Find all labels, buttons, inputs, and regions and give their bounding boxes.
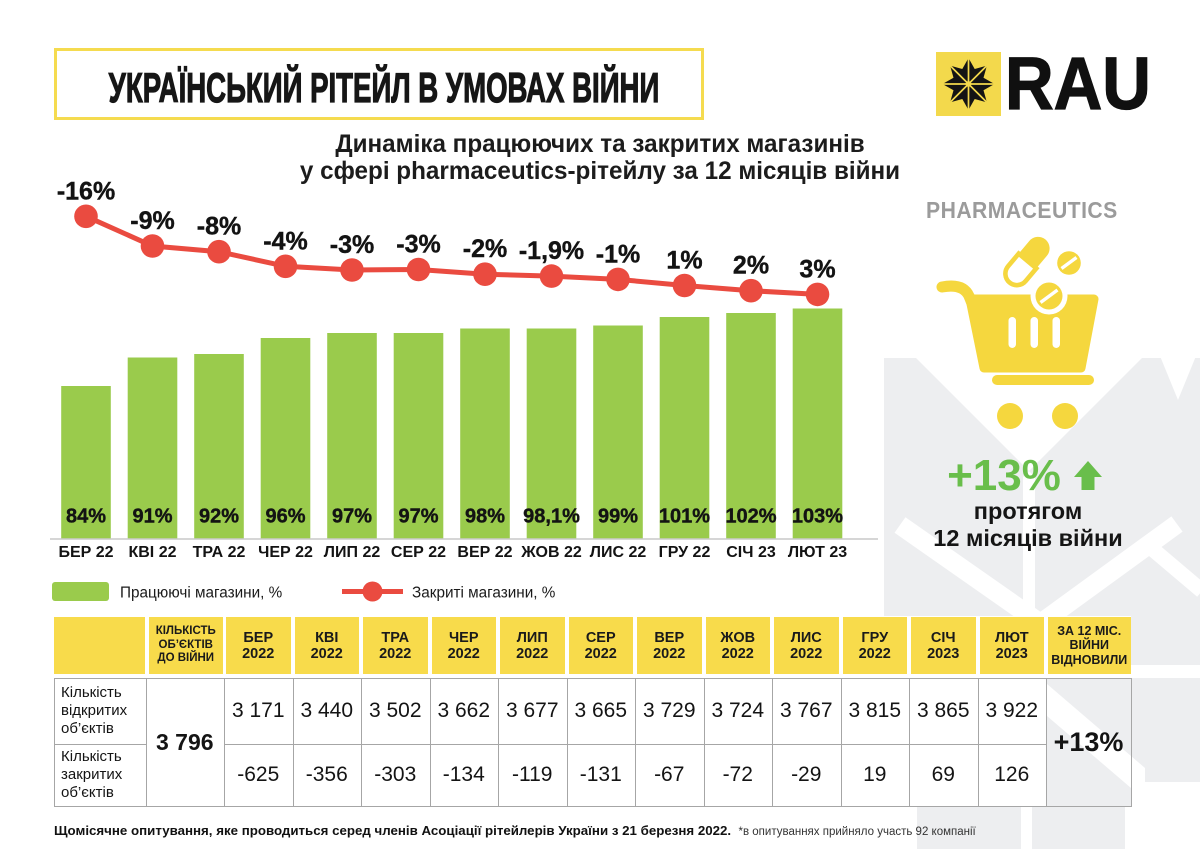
svg-text:3%: 3% — [799, 255, 835, 283]
svg-text:103%: 103% — [792, 506, 843, 528]
svg-text:98,1%: 98,1% — [523, 506, 580, 528]
svg-text:Закриті магазини, %: Закриті магазини, % — [412, 585, 556, 602]
svg-text:ЧЕР 22: ЧЕР 22 — [258, 544, 313, 561]
svg-text:ТРА 22: ТРА 22 — [193, 544, 246, 561]
svg-text:96%: 96% — [265, 506, 305, 528]
svg-text:97%: 97% — [332, 506, 372, 528]
svg-text:ЛЮТ 23: ЛЮТ 23 — [788, 544, 847, 561]
svg-text:-1,9%: -1,9% — [519, 237, 584, 265]
svg-text:-9%: -9% — [130, 207, 174, 235]
svg-text:92%: 92% — [199, 506, 239, 528]
svg-text:ВЕР 22: ВЕР 22 — [457, 544, 512, 561]
svg-text:ЛИП 22: ЛИП 22 — [324, 544, 381, 561]
svg-text:-2%: -2% — [463, 235, 507, 263]
svg-text:2%: 2% — [733, 252, 769, 280]
svg-text:СІЧ 23: СІЧ 23 — [726, 544, 776, 561]
svg-text:99%: 99% — [598, 506, 638, 528]
svg-text:-16%: -16% — [57, 177, 115, 205]
svg-text:-1%: -1% — [596, 240, 640, 268]
svg-text:ГРУ 22: ГРУ 22 — [659, 544, 711, 561]
svg-text:102%: 102% — [725, 506, 776, 528]
svg-text:ЖОВ 22: ЖОВ 22 — [520, 544, 582, 561]
svg-text:Працюючі магазини, %: Працюючі магазини, % — [120, 585, 283, 602]
svg-text:-4%: -4% — [263, 227, 307, 255]
svg-text:98%: 98% — [465, 506, 505, 528]
svg-text:-3%: -3% — [396, 231, 440, 259]
svg-text:БЕР 22: БЕР 22 — [58, 544, 113, 561]
svg-text:97%: 97% — [398, 506, 438, 528]
svg-text:1%: 1% — [666, 247, 702, 275]
svg-text:91%: 91% — [132, 506, 172, 528]
svg-text:ЛИС 22: ЛИС 22 — [590, 544, 647, 561]
svg-text:КВІ 22: КВІ 22 — [128, 544, 176, 561]
svg-text:84%: 84% — [66, 506, 106, 528]
svg-text:101%: 101% — [659, 506, 710, 528]
svg-text:-3%: -3% — [330, 231, 374, 259]
svg-text:-8%: -8% — [197, 213, 241, 241]
svg-text:СЕР 22: СЕР 22 — [391, 544, 446, 561]
